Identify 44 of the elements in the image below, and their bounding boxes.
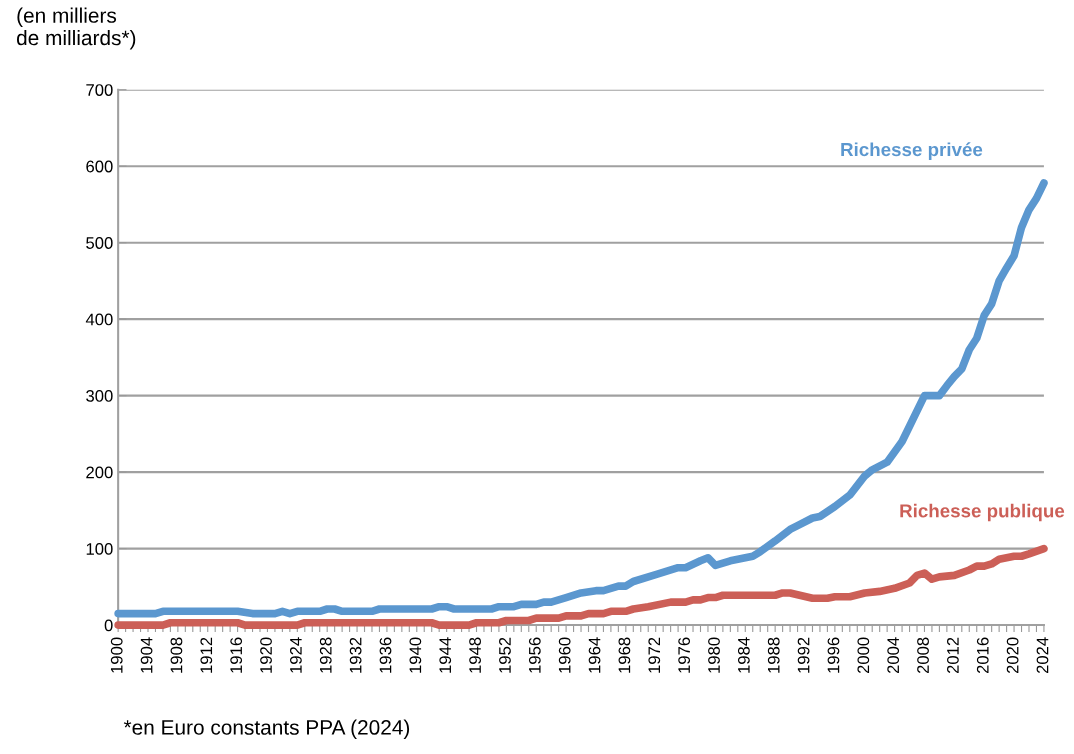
x-tick-label: 2008 — [917, 637, 929, 674]
x-tick-label: 2024 — [1036, 637, 1049, 674]
y-tick-label: 600 — [86, 160, 113, 173]
x-tick-label: 1948 — [469, 637, 481, 673]
x-tick-label: 1900 — [110, 637, 123, 673]
x-tick-label: 1904 — [140, 637, 153, 673]
x-tick-label: 1944 — [439, 637, 452, 673]
y-tick-label: 100 — [86, 542, 113, 555]
series-label: Richesse publique — [900, 503, 1065, 522]
x-tick-label: 2012 — [947, 637, 959, 674]
x-tick-label: 1988 — [767, 637, 780, 673]
text: Richesse privée — [841, 142, 983, 160]
x-tick-label: 1996 — [827, 637, 840, 673]
y-axis-title: (en milliers de milliards*) — [16, 7, 136, 50]
x-tick-label: 1980 — [708, 637, 720, 673]
x-tick-label: 1972 — [648, 637, 661, 673]
x-tick-label: 1984 — [737, 637, 750, 673]
x-tick-label: 1932 — [349, 637, 362, 673]
text: *en Euro constants PPA (2024) — [123, 719, 410, 739]
x-tick-label: 1976 — [678, 637, 691, 673]
x-tick-label: 2020 — [1006, 637, 1019, 674]
x-tick-label: 1940 — [409, 637, 422, 673]
x-tick-label: 1908 — [170, 637, 183, 673]
x-tick-label: 1992 — [797, 637, 810, 673]
x-tick-label: 1928 — [319, 637, 332, 673]
y-tick-label: 200 — [86, 466, 113, 479]
x-tick-label: 1920 — [260, 637, 272, 673]
x-tick-label: 2004 — [887, 637, 900, 674]
x-tick-label: 1956 — [528, 637, 541, 673]
y-tick-label: 400 — [85, 313, 113, 326]
x-tick-label: 1916 — [230, 637, 243, 673]
y-tick-label: 500 — [86, 237, 113, 249]
y-tick-label: 700 — [86, 84, 113, 96]
x-tick-label: 1952 — [499, 637, 511, 673]
x-tick-label: 2016 — [976, 637, 989, 674]
x-tick-label: 1960 — [558, 637, 571, 673]
x-tick-label: 1964 — [588, 637, 601, 673]
y-tick-label: 300 — [86, 390, 113, 402]
x-tick-label: 2000 — [857, 637, 870, 674]
y-tick-label: 0 — [104, 619, 113, 632]
x-tick-label: 1912 — [200, 637, 213, 673]
x-tick-label: 1968 — [618, 637, 631, 673]
x-tick-label: 1936 — [379, 637, 392, 673]
x-tick-label: 1924 — [290, 637, 302, 673]
